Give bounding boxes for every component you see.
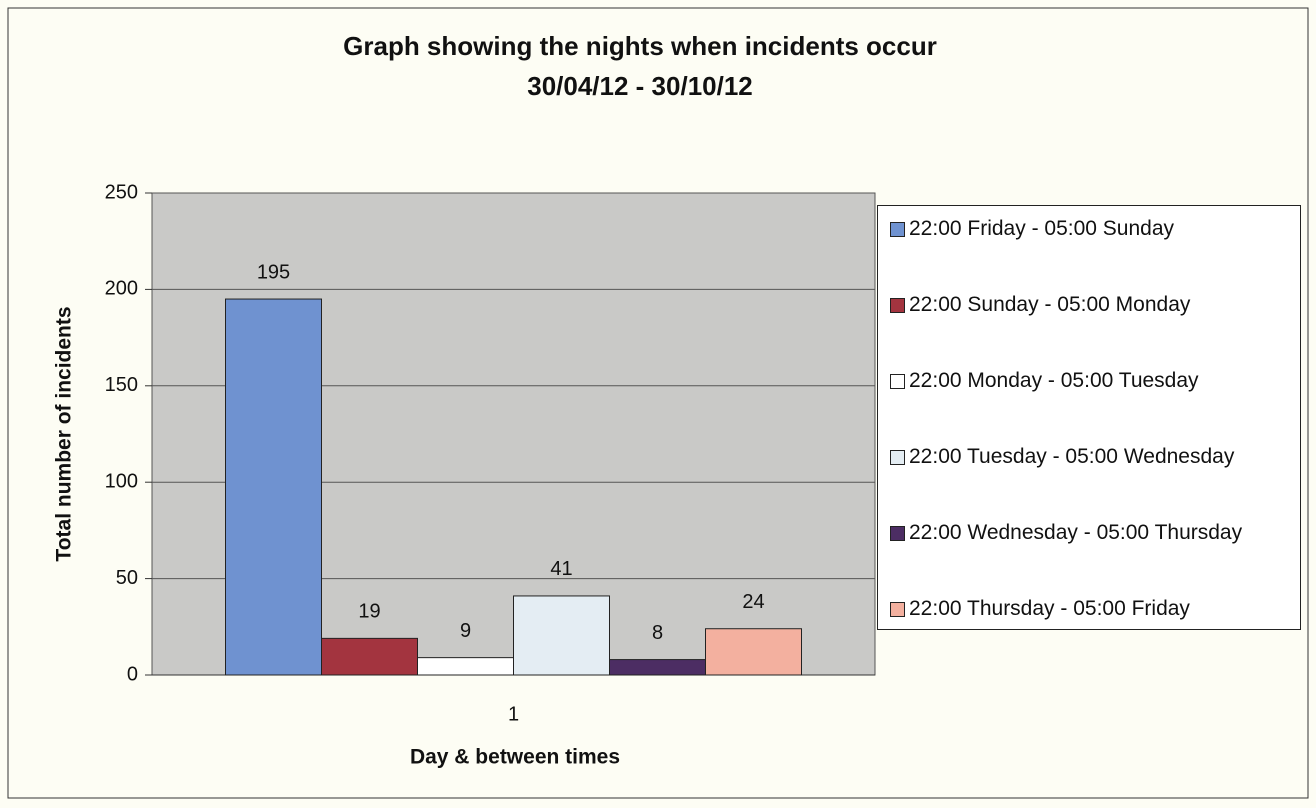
legend-entry: 22:00 Wednesday - 05:00 Thursday [890,520,1285,545]
y-axis-label: Total number of incidents [53,306,76,561]
legend-swatch [890,526,905,541]
y-tick-label: 150 [105,374,138,396]
legend: 22:00 Friday - 05:00 Sunday 22:00 Sunday … [877,205,1301,630]
x-axis-label: Day & between times [410,746,620,769]
chart-subtitle: 30/04/12 - 30/10/12 [527,71,753,101]
legend-label: 22:00 Sunday - 05:00 Monday [909,293,1191,316]
legend-label: 22:00 Friday - 05:00 Sunday [909,217,1175,240]
data-label: 41 [550,558,572,580]
bar [705,628,802,676]
legend-entry: 22:00 Monday - 05:00 Tuesday [890,368,1285,393]
bar [513,595,610,676]
y-tick-label: 0 [127,663,138,685]
legend-swatch [890,602,905,617]
legend-entry: 22:00 Thursday - 05:00 Friday [890,596,1285,621]
legend-entry: 22:00 Sunday - 05:00 Monday [890,292,1285,317]
chart-frame [7,7,1309,799]
chart-title: Graph showing the nights when incidents … [343,31,937,61]
data-label: 8 [652,622,663,644]
data-label: 24 [742,591,764,613]
legend-swatch [890,374,905,389]
legend-swatch [890,450,905,465]
x-tick-label: 1 [508,703,519,725]
legend-label: 22:00 Monday - 05:00 Tuesday [909,369,1199,392]
legend-label: 22:00 Tuesday - 05:00 Wednesday [909,445,1235,468]
bar [417,657,514,676]
bar [225,298,322,676]
data-label: 195 [257,261,290,283]
legend-entry: 22:00 Friday - 05:00 Sunday [890,216,1285,241]
y-tick-label: 50 [116,567,138,589]
y-tick-label: 250 [105,181,138,203]
y-tick-label: 200 [105,278,138,300]
legend-label: 22:00 Wednesday - 05:00 Thursday [909,521,1243,544]
bar [609,659,706,676]
legend-label: 22:00 Thursday - 05:00 Friday [909,597,1190,620]
bar [321,637,418,676]
data-label: 9 [460,620,471,642]
legend-entry: 22:00 Tuesday - 05:00 Wednesday [890,444,1285,469]
legend-swatch [890,222,905,237]
data-label: 19 [358,601,380,623]
y-tick-label: 100 [105,470,138,492]
legend-swatch [890,298,905,313]
